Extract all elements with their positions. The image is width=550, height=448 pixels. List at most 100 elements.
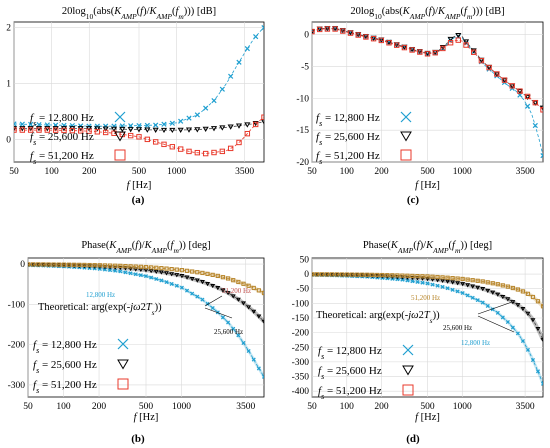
- data-point: [231, 326, 236, 331]
- data-point: [501, 77, 508, 83]
- panel-d-letter: (d): [406, 433, 420, 445]
- y-tick-label: 1: [6, 80, 11, 90]
- theory-line: [312, 274, 543, 341]
- data-point: [374, 274, 380, 279]
- data-point: [179, 274, 185, 279]
- data-point: [339, 273, 345, 278]
- data-point: [480, 279, 485, 284]
- legend-marker: [402, 344, 414, 356]
- data-point: [210, 272, 215, 277]
- data-point: [424, 51, 431, 57]
- data-point: [475, 285, 481, 290]
- data-point: [169, 144, 176, 150]
- data-point: [200, 297, 205, 302]
- panel-d-legend: fs = 12,800 Hz fs = 25,600 Hz fs = 51,200 …: [318, 344, 414, 401]
- legend-marker: [117, 378, 129, 390]
- data-point: [400, 277, 405, 282]
- x-tick-label: 50: [23, 402, 33, 412]
- panel-b: Phase(KAMP(f)/KAMP(fm)) [deg] 50 100 200 50…: [8, 240, 265, 445]
- legend-label: fs = 51,200 Hz: [318, 385, 382, 401]
- x-tick-label: 100: [45, 167, 60, 177]
- data-point: [19, 126, 26, 132]
- panel-b-legend: fs = 12,800 Hz fs = 25,600 Hz fs = 51,200 …: [33, 338, 129, 395]
- data-point: [470, 284, 476, 289]
- data-point: [220, 315, 225, 320]
- data-point: [235, 297, 241, 302]
- data-point: [515, 287, 520, 292]
- x-tick-label: 500: [139, 402, 154, 412]
- pointer-line: [204, 307, 233, 319]
- data-point: [27, 127, 34, 133]
- data-point: [370, 36, 377, 42]
- legend-entry: fs = 12,800 Hz: [30, 111, 126, 128]
- legend-entry: fs = 12,800 Hz: [33, 338, 129, 355]
- y-tick-label: -15: [296, 126, 309, 136]
- data-point: [194, 278, 200, 283]
- data-point: [447, 36, 454, 43]
- data-point: [530, 294, 536, 300]
- data-point: [261, 24, 264, 31]
- data-point: [455, 281, 461, 286]
- x-axis-label: f [Hz]: [415, 180, 440, 191]
- data-point: [136, 134, 142, 140]
- data-point: [133, 272, 138, 277]
- panel-c-plot: 50 100 200 500 1000 3500 0 -5 -10 -15 -20: [296, 21, 544, 177]
- data-point: [194, 112, 200, 118]
- data-point: [118, 263, 123, 268]
- data-point: [27, 126, 34, 132]
- panel-b-plot: 50 100 200 500 1000 3500 0 -100 -200 -300: [8, 257, 265, 412]
- legend-marker: [114, 131, 126, 142]
- data-point: [365, 272, 370, 277]
- data-point: [94, 129, 101, 135]
- data-point: [480, 286, 486, 292]
- data-point: [235, 123, 243, 129]
- data-point: [530, 318, 536, 323]
- legend-marker: [400, 149, 412, 161]
- x-tick-label: 3500: [516, 167, 535, 177]
- data-point: [169, 272, 175, 277]
- data-point: [246, 305, 252, 310]
- data-point: [509, 83, 515, 89]
- data-point: [471, 49, 477, 55]
- data-point: [169, 267, 174, 272]
- data-point: [52, 127, 59, 133]
- data-point: [420, 276, 425, 281]
- data-point: [425, 274, 430, 279]
- data-point: [256, 314, 262, 319]
- data-point: [465, 277, 470, 282]
- data-point: [153, 122, 159, 128]
- data-point: [540, 153, 543, 159]
- data-point: [425, 276, 430, 282]
- y-tick-label: 0: [304, 31, 309, 41]
- data-point: [205, 282, 211, 287]
- data-point: [360, 272, 365, 277]
- data-point: [317, 26, 323, 33]
- data-point: [378, 37, 385, 44]
- data-point: [335, 272, 340, 277]
- data-point: [395, 277, 400, 282]
- theoretical-label: Theoretical: arg(exp(-jω2Ts)): [316, 310, 440, 325]
- data-point: [210, 305, 215, 311]
- data-point: [236, 139, 242, 146]
- chart-title: Phase(KAMP(f)/KAMP(fm)) [deg]: [81, 240, 210, 255]
- data-point: [36, 127, 42, 133]
- data-point: [35, 126, 43, 132]
- y-tick-label: -300: [292, 358, 310, 368]
- x-tick-label: 50: [307, 167, 317, 177]
- data-point: [261, 319, 264, 325]
- data-point: [202, 150, 209, 157]
- data-point: [203, 105, 209, 111]
- legend-marker: [402, 365, 414, 376]
- data-point: [241, 301, 246, 306]
- data-point: [354, 273, 360, 278]
- data-point: [94, 126, 101, 132]
- data-point: [440, 275, 445, 280]
- x-tick-label: 1000: [453, 167, 472, 177]
- y-tick-label: 50: [300, 255, 310, 265]
- data-point: [386, 40, 392, 46]
- data-point: [211, 149, 217, 156]
- data-point: [160, 127, 168, 134]
- data-point: [312, 28, 315, 35]
- data-point: [515, 303, 521, 308]
- data-point: [219, 86, 225, 92]
